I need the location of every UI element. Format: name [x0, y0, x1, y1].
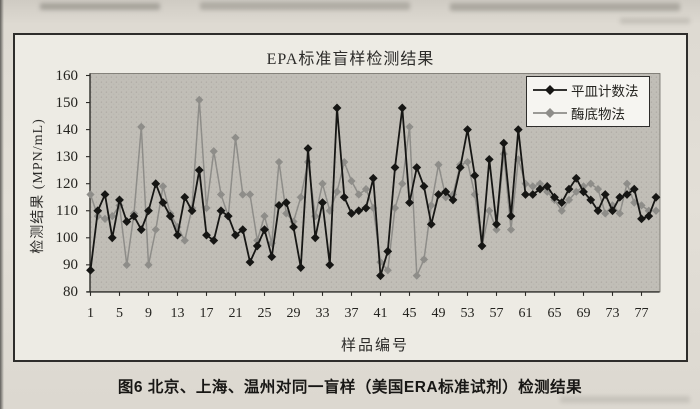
- scan-artifact: [620, 18, 690, 24]
- x-tick-label-9: 9: [145, 306, 152, 321]
- y-tick-label-110: 110: [56, 202, 78, 219]
- chart-legend: 平皿计数法 酶底物法: [526, 76, 650, 127]
- x-tick-label-41: 41: [373, 306, 388, 321]
- y-tick-label-120: 120: [55, 175, 79, 192]
- x-tick-label-1: 1: [87, 306, 94, 321]
- y-tick-label-150: 150: [55, 94, 79, 111]
- x-tick-label-37: 37: [344, 306, 359, 321]
- x-tick-label-13: 13: [170, 306, 185, 321]
- x-tick-label-25: 25: [257, 306, 272, 321]
- figure-caption: 图6 北京、上海、温州对同一盲样（美国ERA标准试剂）检测结果: [117, 379, 583, 396]
- x-tick-label-57: 57: [489, 306, 504, 321]
- chart-title: EPA标准盲样检测结果: [266, 51, 435, 68]
- x-tick-label-49: 49: [431, 306, 446, 321]
- legend-label: 平皿计数法: [571, 83, 639, 99]
- x-tick-label-21: 21: [228, 306, 243, 321]
- x-axis-title: 样品编号: [340, 338, 409, 354]
- legend-item-1: 平皿计数法: [533, 79, 645, 101]
- y-tick-label-90: 90: [63, 256, 78, 273]
- x-tick-label-17: 17: [199, 306, 214, 321]
- x-tick-label-77: 77: [634, 306, 649, 321]
- legend-label: 酶底物法: [571, 107, 625, 123]
- legend-marker-icon: [533, 84, 567, 95]
- x-tick-label-5: 5: [116, 306, 123, 321]
- x-tick-label-33: 33: [315, 306, 330, 321]
- y-tick-label-160: 160: [55, 67, 79, 84]
- x-tick-label-29: 29: [286, 306, 301, 321]
- y-tick-label-80: 80: [63, 283, 78, 300]
- y-tick-label-100: 100: [55, 229, 79, 246]
- x-tick-label-65: 65: [547, 306, 562, 321]
- scan-artifact: [40, 3, 160, 10]
- scan-artifact: [450, 3, 680, 11]
- scan-edge-artifact: [0, 0, 4, 409]
- x-tick-label-53: 53: [460, 306, 475, 321]
- x-tick-label-69: 69: [576, 306, 591, 321]
- legend-marker-icon: [533, 108, 567, 119]
- scan-artifact: [200, 2, 410, 10]
- x-tick-label-73: 73: [605, 306, 620, 321]
- y-tick-label-130: 130: [55, 148, 79, 165]
- legend-item-2: 酶底物法: [533, 103, 645, 125]
- scan-artifact: [560, 396, 690, 403]
- x-tick-label-45: 45: [402, 306, 417, 321]
- y-tick-label-140: 140: [55, 121, 79, 138]
- x-tick-label-61: 61: [518, 306, 533, 321]
